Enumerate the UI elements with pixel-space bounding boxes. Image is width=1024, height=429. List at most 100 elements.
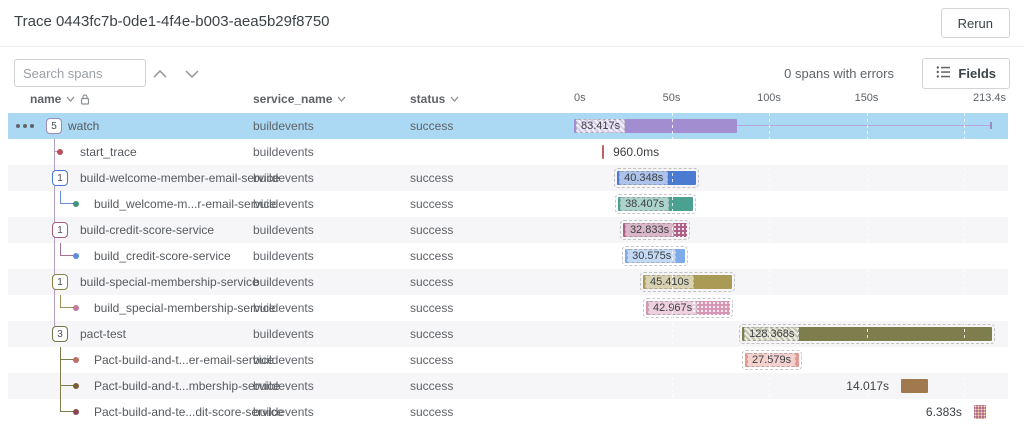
- next-match-button[interactable]: [184, 65, 208, 83]
- span-name: Pact-build-and-t...er-email-service: [94, 353, 275, 367]
- duration-label: 128.368s: [744, 327, 800, 341]
- status-cell: success: [410, 275, 454, 289]
- span-row[interactable]: 1 build-special-membership-service buildev…: [8, 269, 1008, 295]
- tree-connector-stub: [60, 411, 74, 413]
- span-leaf-dot-icon: [73, 357, 79, 363]
- collapse-toggle-box[interactable]: 1: [52, 222, 68, 238]
- span-row[interactable]: 5 watch buildevents success 83.417s: [8, 113, 1008, 139]
- field-list-icon: [936, 65, 951, 82]
- span-name: build-special-membership-service: [80, 275, 259, 289]
- duration-bar[interactable]: 42.967s: [642, 298, 733, 318]
- span-leaf-dot-icon: [73, 409, 79, 415]
- status-cell: success: [410, 197, 454, 211]
- duration-label: 6.383s: [925, 405, 962, 419]
- duration-bar[interactable]: 40.348s: [614, 168, 699, 188]
- tree-connector-line: [60, 191, 62, 204]
- search-input[interactable]: [14, 59, 146, 87]
- tree-connector-line: [60, 243, 62, 256]
- span-name: build-welcome-member-email-service: [80, 171, 280, 185]
- status-cell: success: [410, 249, 454, 263]
- service-name-cell: buildevents: [253, 145, 314, 159]
- page-title: Trace 0443fc7b-0de1-4f4e-b003-aea5b29f87…: [14, 13, 330, 30]
- span-name: build_credit-score-service: [94, 249, 231, 263]
- span-name: Pact-build-and-te...dit-score-service: [94, 405, 284, 419]
- service-name-cell: buildevents: [253, 119, 314, 133]
- span-leaf-dot-icon: [73, 253, 79, 259]
- tree-connector-line: [60, 347, 62, 373]
- lock-icon: [80, 93, 90, 105]
- duration-bar[interactable]: 27.579s: [742, 350, 802, 370]
- span-row[interactable]: Pact-build-and-t...er-email-service build…: [8, 347, 1008, 373]
- duration-label: 14.017s: [846, 379, 889, 393]
- span-row[interactable]: build_credit-score-service buildevents suc…: [8, 243, 1008, 269]
- span-row[interactable]: build_welcome-m...r-email-service buildev…: [8, 191, 1008, 217]
- row-menu-icon[interactable]: [16, 122, 38, 130]
- duration-label: 960.0ms: [613, 145, 660, 159]
- service-name-cell: buildevents: [253, 249, 314, 263]
- status-cell: success: [410, 119, 454, 133]
- tree-connector-stub: [60, 307, 74, 309]
- duration-bar[interactable]: [901, 379, 929, 393]
- toolbar: 0 spans with errors Fields: [0, 47, 1024, 90]
- duration-bar[interactable]: 38.407s: [615, 194, 696, 214]
- tree-connector-stub: [60, 255, 74, 257]
- span-row[interactable]: 1 build-credit-score-service buildevents su…: [8, 217, 1008, 243]
- tree-connector-line: [54, 243, 56, 269]
- tree-connector-line: [60, 373, 62, 399]
- duration-bar[interactable]: 30.575s: [622, 246, 688, 266]
- fields-button-label: Fields: [958, 66, 996, 81]
- title-bar: Trace 0443fc7b-0de1-4f4e-b003-aea5b29f87…: [0, 0, 1024, 47]
- service-name-cell: buildevents: [253, 275, 314, 289]
- fields-button[interactable]: Fields: [922, 58, 1010, 89]
- span-name: build_welcome-m...r-email-service: [94, 197, 277, 211]
- span-row[interactable]: Pact-build-and-t...mbership-service build…: [8, 373, 1008, 399]
- previous-match-button[interactable]: [152, 65, 176, 83]
- service-name-cell: buildevents: [253, 327, 314, 341]
- service-name-cell: buildevents: [253, 405, 314, 419]
- span-row[interactable]: 1 build-welcome-member-email-service build…: [8, 165, 1008, 191]
- status-cell: success: [410, 405, 454, 419]
- duration-bar[interactable]: 128.368s: [739, 324, 996, 344]
- tree-connector-stub: [60, 203, 74, 205]
- service-name-cell: buildevents: [253, 353, 314, 367]
- tree-connector-line: [54, 139, 56, 165]
- tree-connector-line: [60, 295, 62, 308]
- service-name-cell: buildevents: [253, 171, 314, 185]
- span-waterfall: 5 watch buildevents success 83.417s start_tra…: [8, 113, 1008, 425]
- column-header-status-label: status: [410, 92, 446, 106]
- span-name: watch: [68, 119, 100, 133]
- duration-label: 32.833s: [624, 223, 675, 237]
- collapse-toggle-box[interactable]: 3: [52, 326, 68, 342]
- span-row[interactable]: 3 pact-test buildevents success 128.368s: [8, 321, 1008, 347]
- duration-label: 27.579s: [747, 353, 797, 367]
- duration-bar[interactable]: 45.410s: [640, 272, 735, 292]
- chevron-down-icon: [184, 69, 208, 79]
- column-header-row: name service_name status 0s 50s 100s 150s 21…: [0, 90, 1024, 113]
- duration-label: 83.417s: [576, 119, 626, 133]
- tree-connector-line: [54, 191, 56, 217]
- bar-texture: [691, 301, 730, 315]
- column-header-service-label: service_name: [253, 92, 333, 106]
- span-row[interactable]: start_trace buildevents 960.0ms: [8, 139, 1008, 165]
- duration-bar[interactable]: 32.833s: [619, 220, 690, 240]
- timeline-axis-tick: 150s: [854, 92, 879, 104]
- collapse-toggle-box[interactable]: 1: [52, 274, 68, 290]
- trace-extent-line: [736, 125, 991, 126]
- duration-label: 42.967s: [647, 301, 698, 315]
- service-name-cell: buildevents: [253, 197, 314, 211]
- tree-connector-stub: [60, 359, 74, 361]
- column-header-service-name[interactable]: service_name: [253, 92, 346, 106]
- collapse-toggle-box[interactable]: 5: [46, 118, 62, 134]
- rerun-button[interactable]: Rerun: [940, 8, 1010, 38]
- duration-bar[interactable]: [973, 405, 987, 419]
- timeline-axis-end-tick: 213.4s: [972, 92, 1006, 104]
- status-cell: success: [410, 327, 454, 341]
- collapse-toggle-box[interactable]: 1: [52, 170, 68, 186]
- span-row[interactable]: Pact-build-and-te...dit-score-service bui…: [8, 399, 1008, 425]
- column-header-status[interactable]: status: [410, 92, 459, 106]
- duration-bar[interactable]: 83.417s: [574, 119, 737, 133]
- duration-bar[interactable]: [602, 145, 605, 159]
- span-row[interactable]: build_special-membership-service buildeve…: [8, 295, 1008, 321]
- column-header-name[interactable]: name: [30, 92, 90, 106]
